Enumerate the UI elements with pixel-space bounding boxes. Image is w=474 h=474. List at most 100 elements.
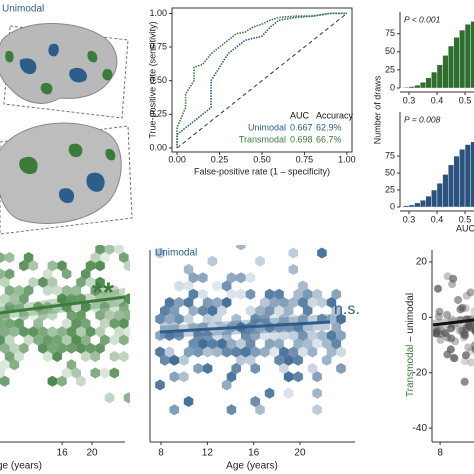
hex-bin (321, 338, 332, 350)
x-tick-label: 0.3 (403, 214, 416, 224)
hex-bin (279, 330, 289, 341)
hex-bin (193, 346, 203, 358)
dot (433, 329, 441, 338)
hex-bin (250, 330, 260, 341)
significance: n.s. (334, 301, 360, 318)
hist-bar (414, 202, 421, 208)
hex-bin (260, 346, 270, 358)
hex-bin (283, 305, 294, 317)
hist-bar (459, 29, 466, 89)
hist-bar (442, 174, 449, 208)
hex-bin (0, 268, 5, 280)
hex-bin (212, 346, 222, 358)
hex-bin (312, 338, 322, 350)
hex-bin (231, 363, 241, 374)
hex-bin (155, 313, 165, 325)
hex-bin (109, 367, 120, 379)
hex-bin (160, 354, 170, 366)
hex-bin (279, 346, 289, 358)
p-value: P = 0.008 (404, 114, 441, 124)
hex-bin (312, 404, 322, 416)
dot (440, 328, 449, 337)
hex-bin (95, 276, 105, 288)
dot (464, 343, 473, 352)
hex-bin (38, 342, 48, 354)
hex-bin (57, 375, 67, 387)
hex-bin (302, 305, 313, 317)
hex-bin (61, 285, 72, 296)
hex-bin (81, 318, 91, 329)
hex-bin (155, 346, 165, 358)
x-tick-label: 0.5 (459, 214, 472, 224)
dot (460, 357, 469, 366)
hex-bin (23, 334, 34, 346)
hist-bar (419, 200, 426, 208)
hex-bin (85, 342, 96, 354)
diff-ylabel-b: – unimodal (405, 293, 416, 345)
hex-bin (90, 252, 100, 263)
hex-bin (183, 313, 194, 325)
y-tick-label: 20 (416, 257, 428, 268)
hist-bar (425, 77, 432, 89)
fit-line (432, 318, 474, 327)
y-tick-label: 1.00 (149, 8, 167, 18)
hex-bin (198, 272, 208, 284)
hex-bin (169, 371, 180, 383)
hex-bin (119, 301, 129, 313)
hex-bin (188, 305, 199, 317)
roc-ylabel: True-positive rate (sensitivity) (147, 21, 157, 138)
hex-bin (114, 245, 124, 255)
hist-bar (448, 164, 455, 208)
hex-bin (226, 371, 237, 383)
hex-bin (109, 351, 120, 362)
hex-bin (188, 338, 199, 350)
hex-bin (123, 392, 130, 404)
hex-bin (19, 309, 29, 321)
hex-bin (331, 288, 341, 300)
hex-bin (164, 346, 175, 358)
dot (462, 323, 471, 332)
hist-bar (448, 45, 455, 89)
hex-bin (9, 342, 20, 354)
hex-bin (307, 330, 318, 341)
hex-bin (169, 404, 180, 416)
hex-bin (81, 351, 91, 362)
hist-bar (431, 71, 438, 89)
x-tick-label: 0.4 (431, 95, 444, 105)
x-tick-label: 0.00 (168, 154, 186, 164)
x-tick-label: 12 (202, 448, 214, 459)
roc-curve (176, 12, 347, 148)
hex-bin (76, 375, 86, 387)
hex-bin (95, 326, 105, 338)
hist-bar (453, 155, 460, 208)
x-tick-label: 0.3 (403, 95, 416, 105)
dot (435, 307, 444, 316)
brain-label: Unimodal (2, 4, 44, 15)
hex-bin (71, 367, 81, 379)
hex-bin (212, 297, 222, 308)
hex-bin (81, 268, 91, 280)
hex-bin (288, 297, 299, 308)
hex-bin (183, 264, 194, 275)
hex-bin (274, 338, 284, 350)
hex-bin (236, 288, 246, 300)
hex-bin (42, 285, 53, 296)
hist-bar (442, 55, 449, 89)
x-tick-label: 0.4 (431, 214, 444, 224)
hex-bin (23, 285, 34, 296)
y-tick-label: 0.75 (149, 41, 167, 51)
hex-bin (123, 326, 130, 338)
hex-bin (226, 404, 237, 416)
hex-bin (66, 342, 77, 354)
hex-bin (104, 245, 115, 255)
hex-bin (283, 354, 294, 366)
hex-bin (269, 330, 280, 341)
hex-bin (269, 297, 280, 308)
hist-bar (414, 84, 421, 89)
hex-bin (155, 379, 165, 391)
hex-bin (23, 252, 34, 263)
hex-bin (104, 392, 115, 404)
hex-bin (42, 268, 53, 280)
hex-bin (183, 396, 194, 407)
dot (470, 307, 474, 316)
